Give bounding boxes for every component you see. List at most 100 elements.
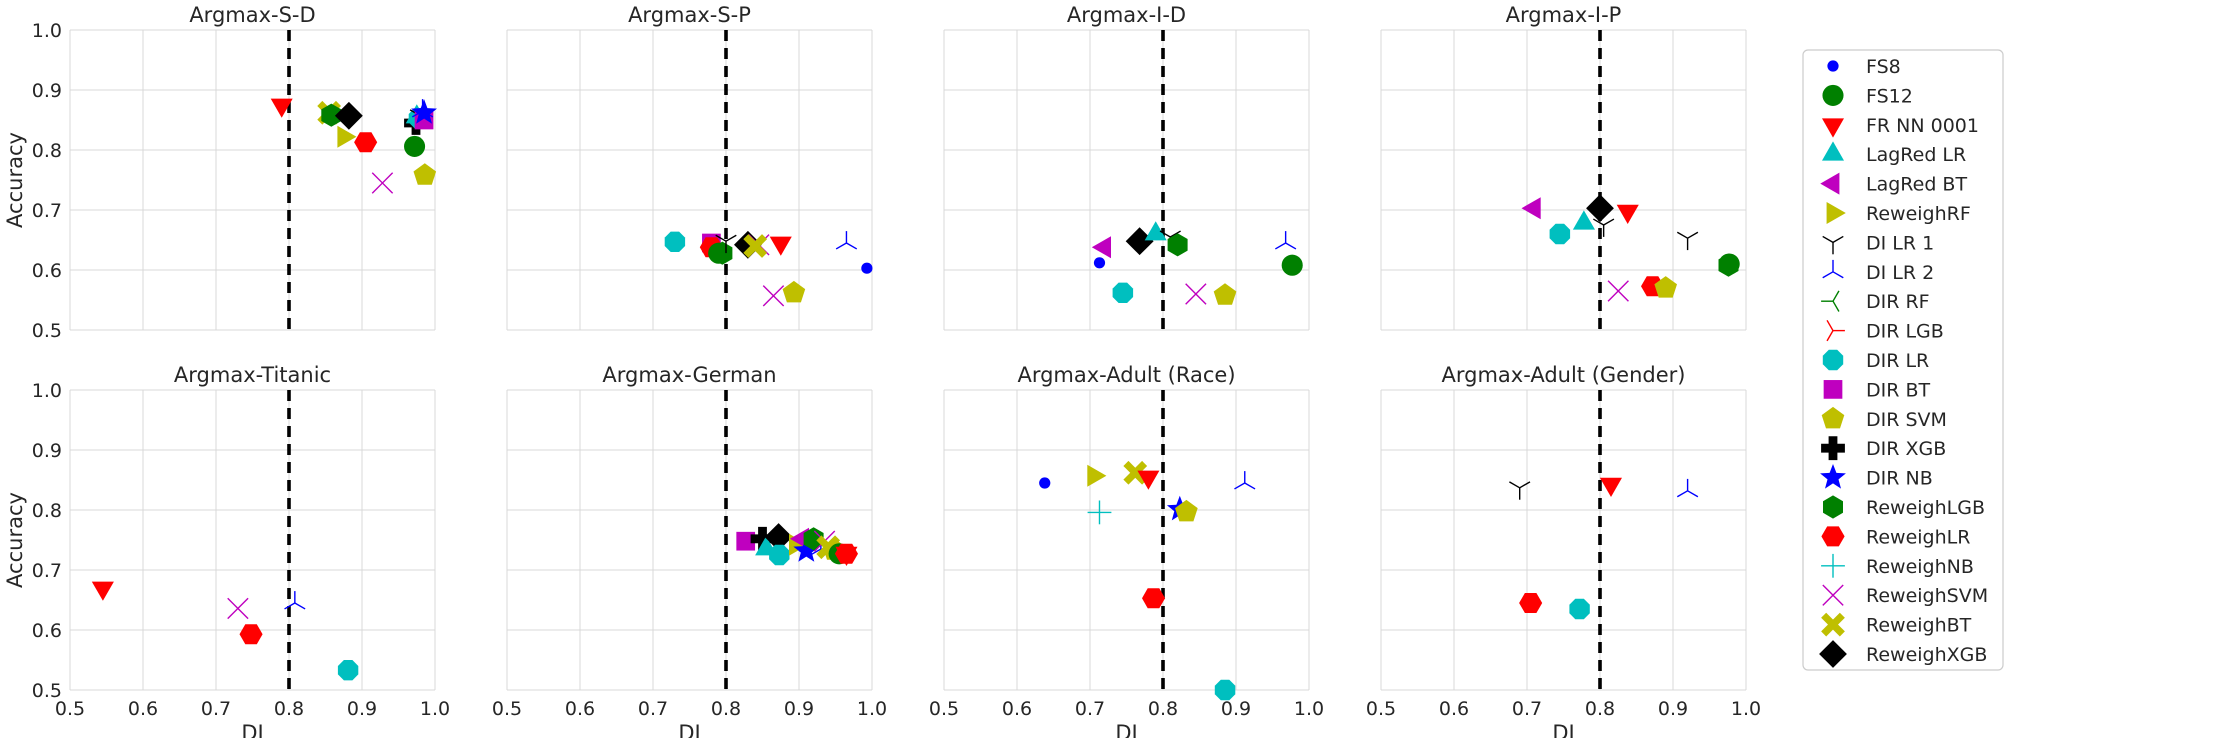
subplot-2: Argmax-S-P <box>506 3 873 331</box>
point-reweighlr <box>354 132 378 153</box>
subplot-title: Argmax-S-D <box>189 3 315 27</box>
y-tick-label: 0.6 <box>32 260 62 282</box>
point-fr-nn-0001 <box>769 236 792 256</box>
subplot-8: Argmax-Adult (Gender) 0.5 0.6 0.7 0.8 0.9 1.0 D… <box>1366 363 1761 738</box>
x-tick-label: 1.0 <box>1731 698 1761 720</box>
x-tick-label: 0.8 <box>1148 698 1178 720</box>
legend-marker <box>1821 406 1845 429</box>
point-di-lr-1 <box>1592 218 1615 237</box>
point-reweighsvm <box>1185 283 1207 305</box>
point-fs12 <box>404 135 426 157</box>
legend-item: FS8 <box>1827 56 1901 78</box>
legend-label: FS8 <box>1866 56 1901 78</box>
x-tick-label: 0.6 <box>565 698 595 720</box>
legend-label: FS12 <box>1866 85 1913 107</box>
legend-marker <box>1822 584 1844 606</box>
legend: FS8 FS12 FR NN 0001 LagRed LR LagRed BT Rewei… <box>1802 49 2004 671</box>
point-di-lr-2 <box>1274 231 1297 250</box>
x-axis-label: DI <box>1552 721 1574 738</box>
point-di-lr-1 <box>1676 231 1699 251</box>
y-tick-label: 0.8 <box>32 140 62 162</box>
subplot-title: Argmax-I-P <box>1506 3 1622 27</box>
legend-item: DI LR 1 <box>1822 232 1934 254</box>
legend-marker <box>1822 349 1844 371</box>
x-tick-label: 0.9 <box>347 698 377 720</box>
legend-label: DI LR 2 <box>1866 262 1934 284</box>
legend-label: LagRed LR <box>1866 144 1966 166</box>
point-dir-svm <box>1213 283 1237 305</box>
legend-label: ReweighLGB <box>1866 497 1985 519</box>
point-di-lr-2 <box>284 591 306 610</box>
point-fr-nn-0001 <box>270 98 293 118</box>
point-lagred-bt <box>1091 236 1111 259</box>
legend-label: ReweighNB <box>1866 556 1974 578</box>
y-tick-label: 0.7 <box>32 200 62 222</box>
point-fs8 <box>1039 477 1051 489</box>
point-reweighxgb <box>734 230 762 259</box>
x-tick-label: 0.9 <box>1658 698 1688 720</box>
y-axis-label: Accuracy <box>3 132 27 228</box>
x-tick-label: 0.9 <box>784 698 814 720</box>
point-reweighxgb <box>764 523 793 551</box>
subplot-title: Argmax-Titanic <box>174 363 331 387</box>
x-tick-label: 0.8 <box>1585 698 1615 720</box>
subplot-title: Argmax-S-P <box>628 3 751 27</box>
point-dir-lr <box>1214 679 1236 701</box>
legend-label: DIR BT <box>1866 379 1931 401</box>
legend-item: FR NN 0001 <box>1822 115 1979 138</box>
point-dir-svm <box>1175 499 1198 522</box>
legend-label: DIR XGB <box>1866 438 1946 460</box>
x-tick-label: 1.0 <box>420 698 450 720</box>
legend-label: LagRed BT <box>1866 174 1967 196</box>
legend-label: ReweighLR <box>1866 526 1970 548</box>
legend-marker <box>1820 172 1840 195</box>
x-axis-label: DI <box>1115 721 1137 738</box>
point-fr-nn-0001 <box>835 546 858 566</box>
point-dir-lr <box>1549 223 1571 245</box>
point-fr-nn-0001 <box>1599 477 1622 497</box>
point-reweighsvm <box>762 285 785 307</box>
legend-marker <box>1821 526 1845 547</box>
legend-frame <box>1802 49 2004 671</box>
x-tick-label: 0.9 <box>1221 698 1251 720</box>
legend-marker <box>1821 436 1845 461</box>
x-tick-label: 1.0 <box>857 698 887 720</box>
x-axis-label: DI <box>241 721 263 738</box>
x-axis-label: DI <box>678 721 700 738</box>
point-lagred-lr <box>1144 221 1167 241</box>
subplot-4: Argmax-I-P <box>1380 3 1747 331</box>
legend-label: ReweighRF <box>1866 203 1971 225</box>
legend-item: DIR LGB <box>1826 319 1944 343</box>
legend-item: ReweighLGB <box>1823 495 1985 519</box>
legend-label: ReweighBT <box>1866 615 1972 637</box>
x-tick-label: 0.5 <box>929 698 959 720</box>
legend-item: DIR BT <box>1823 379 1931 401</box>
point-di-lr-2 <box>1676 478 1699 498</box>
point-dir-lr <box>664 231 686 252</box>
point-reweighxgb <box>1125 227 1154 256</box>
subplot-5: Argmax-Titanic 0.5 0.6 0.7 0.8 0.9 1.0 Accuracy… <box>3 363 450 738</box>
point-dir-lr <box>1112 282 1134 303</box>
point-reweighlgb <box>803 527 824 551</box>
y-tick-label: 0.6 <box>32 620 62 642</box>
x-tick-label: 1.0 <box>1294 698 1324 720</box>
point-dir-bt <box>736 531 756 551</box>
legend-item: ReweighNB <box>1821 553 1974 578</box>
y-tick-label: 0.7 <box>32 560 62 582</box>
point-reweighxgb <box>334 101 363 130</box>
point-reweighxgb <box>1586 194 1614 223</box>
point-reweighnb <box>1087 500 1112 525</box>
point-reweighsvm <box>371 172 394 194</box>
legend-marker <box>1820 464 1846 489</box>
legend-marker <box>1826 202 1846 224</box>
point-reweighlgb <box>1167 233 1188 257</box>
x-tick-label: 0.7 <box>201 698 231 720</box>
legend-label: DIR NB <box>1866 468 1933 490</box>
subplot-title: Argmax-Adult (Race) <box>1017 363 1235 387</box>
point-lagred-bt <box>1521 197 1541 220</box>
point-fr-nn-0001 <box>91 581 114 601</box>
legend-item: ReweighRF <box>1826 202 1971 225</box>
legend-label: ReweighSVM <box>1866 585 1988 607</box>
legend-label: ReweighXGB <box>1866 644 1987 666</box>
point-reweighrf <box>1087 464 1107 487</box>
